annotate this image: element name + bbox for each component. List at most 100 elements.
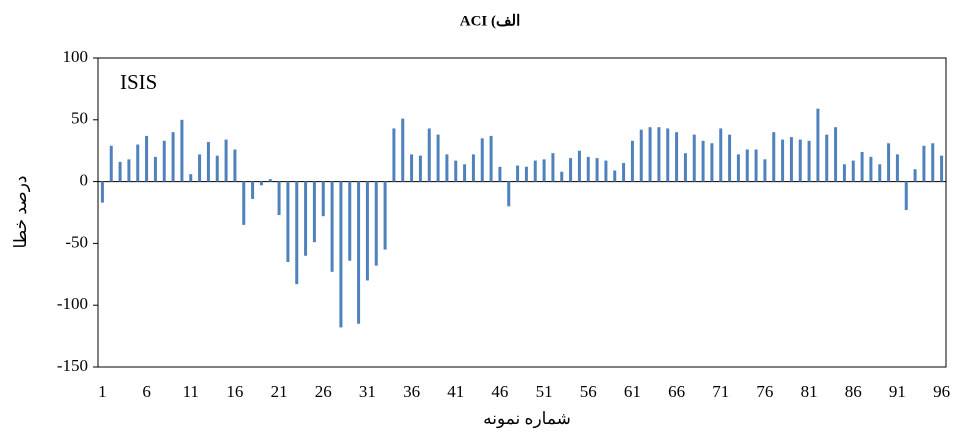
bar bbox=[772, 132, 776, 182]
x-tick-label: 36 bbox=[403, 382, 420, 401]
bar bbox=[878, 164, 882, 182]
x-tick-label: 66 bbox=[668, 382, 685, 401]
bar bbox=[675, 132, 679, 182]
bar bbox=[427, 128, 431, 182]
bar bbox=[551, 153, 555, 182]
bar bbox=[904, 181, 908, 211]
y-axis-label: درصد خطا bbox=[11, 175, 31, 248]
bar bbox=[480, 138, 484, 182]
x-tick-label: 46 bbox=[491, 382, 508, 401]
bar bbox=[736, 154, 740, 182]
bar bbox=[463, 164, 467, 182]
bar bbox=[259, 181, 263, 186]
bar bbox=[145, 135, 149, 182]
bar bbox=[251, 181, 255, 199]
x-tick-label: 51 bbox=[536, 382, 553, 401]
bar bbox=[206, 142, 210, 182]
bar bbox=[560, 171, 564, 182]
x-tick-label: 56 bbox=[580, 382, 597, 401]
bar bbox=[842, 164, 846, 182]
x-tick-label: 86 bbox=[845, 382, 862, 401]
bar bbox=[215, 155, 219, 182]
bar bbox=[657, 127, 661, 182]
bar bbox=[807, 140, 811, 182]
chart-title: الف) ACI bbox=[460, 13, 521, 29]
bar bbox=[127, 159, 131, 182]
bar bbox=[277, 181, 281, 215]
bar bbox=[922, 145, 926, 182]
bar bbox=[445, 154, 449, 182]
bar bbox=[109, 145, 113, 182]
bar bbox=[357, 181, 361, 324]
bar bbox=[242, 181, 246, 225]
bar bbox=[374, 181, 378, 266]
bar bbox=[401, 118, 405, 182]
bar bbox=[887, 143, 891, 182]
bar bbox=[710, 143, 714, 182]
bar bbox=[498, 166, 502, 182]
bar bbox=[763, 159, 767, 182]
y-tick-label: -100 bbox=[57, 294, 88, 313]
bar bbox=[604, 160, 608, 182]
x-tick-label: 96 bbox=[933, 382, 950, 401]
bar bbox=[312, 181, 316, 243]
bar bbox=[153, 156, 157, 182]
bar bbox=[683, 153, 687, 182]
bar bbox=[418, 155, 422, 182]
bar bbox=[524, 166, 528, 182]
bar bbox=[180, 119, 184, 182]
x-tick-label: 11 bbox=[183, 382, 199, 401]
bar bbox=[339, 181, 343, 328]
y-tick-label: 100 bbox=[63, 47, 89, 66]
bar bbox=[118, 161, 122, 182]
x-tick-label: 71 bbox=[712, 382, 729, 401]
bar bbox=[648, 127, 652, 182]
bar bbox=[781, 139, 785, 182]
bar bbox=[321, 181, 325, 217]
bar bbox=[701, 140, 705, 182]
bar bbox=[507, 181, 511, 207]
bar bbox=[392, 128, 396, 182]
bar bbox=[719, 128, 723, 182]
bar bbox=[489, 135, 493, 182]
bar bbox=[931, 143, 935, 182]
bar bbox=[577, 150, 581, 182]
bar bbox=[454, 160, 458, 182]
bar bbox=[895, 154, 899, 182]
bar bbox=[100, 181, 104, 203]
bar bbox=[692, 134, 696, 182]
bar bbox=[613, 170, 617, 182]
bar bbox=[198, 154, 202, 182]
x-tick-label: 16 bbox=[226, 382, 243, 401]
x-tick-label: 26 bbox=[315, 382, 332, 401]
bar bbox=[940, 155, 944, 182]
y-tick-label: 50 bbox=[71, 109, 88, 128]
bar bbox=[860, 151, 864, 182]
bar bbox=[586, 156, 590, 182]
x-tick-label: 91 bbox=[889, 382, 906, 401]
bar bbox=[816, 108, 820, 182]
y-tick-label: -50 bbox=[65, 232, 88, 251]
bar bbox=[630, 140, 634, 182]
x-axis-label: شماره نمونه bbox=[483, 409, 571, 429]
bar bbox=[789, 137, 793, 182]
bar bbox=[913, 169, 917, 182]
bar bbox=[171, 132, 175, 182]
x-tick-label: 61 bbox=[624, 382, 641, 401]
bar bbox=[295, 181, 299, 285]
x-tick-label: 41 bbox=[447, 382, 464, 401]
x-tick-label: 6 bbox=[142, 382, 151, 401]
bar bbox=[268, 179, 272, 182]
bar bbox=[189, 174, 193, 182]
bar bbox=[569, 158, 573, 182]
bar bbox=[471, 154, 475, 182]
plot-frame bbox=[97, 57, 947, 368]
y-tick-label: 0 bbox=[80, 171, 89, 190]
bar bbox=[136, 144, 140, 182]
bar bbox=[834, 127, 838, 182]
bar bbox=[410, 154, 414, 182]
bar bbox=[533, 160, 537, 182]
annotation: ISIS bbox=[120, 70, 157, 94]
